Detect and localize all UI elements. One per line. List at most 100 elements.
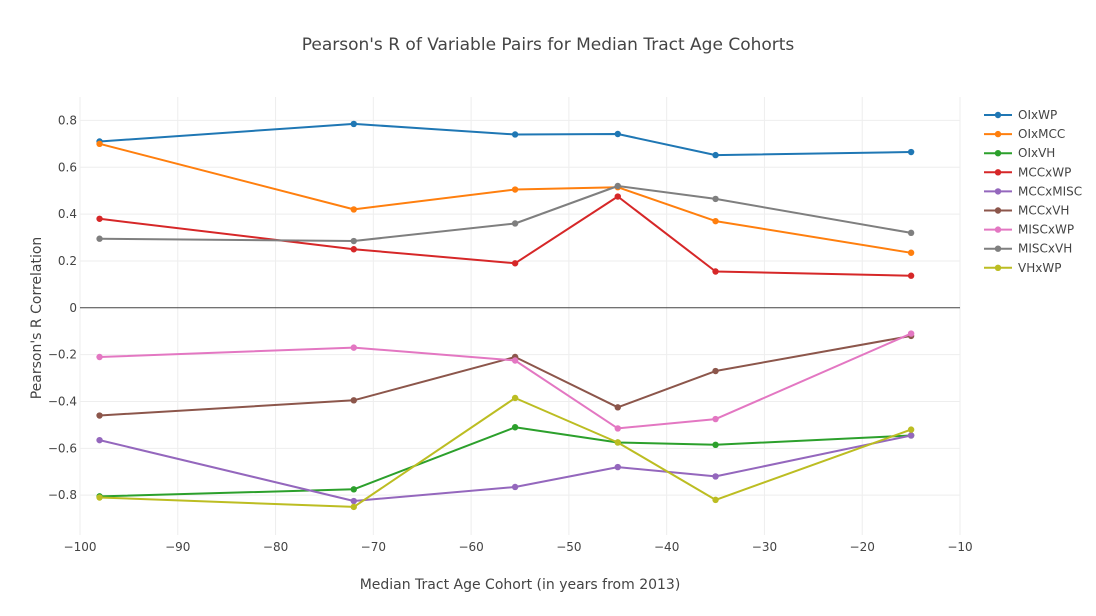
data-point[interactable] bbox=[511, 220, 519, 227]
series-line bbox=[99, 122, 912, 157]
y-tick-label: 0.6 bbox=[58, 160, 77, 174]
data-point[interactable] bbox=[712, 496, 719, 504]
x-tick-label: −80 bbox=[263, 540, 288, 554]
data-point[interactable] bbox=[907, 148, 915, 156]
data-point[interactable] bbox=[907, 432, 915, 439]
data-point[interactable] bbox=[96, 353, 103, 361]
data-point[interactable] bbox=[511, 186, 519, 193]
data-point[interactable] bbox=[712, 217, 719, 225]
y-axis-title: Pearson's R Correlation bbox=[29, 237, 45, 400]
data-point[interactable] bbox=[712, 195, 719, 203]
series-oixwp bbox=[96, 120, 915, 159]
data-point[interactable] bbox=[614, 425, 621, 432]
data-point[interactable] bbox=[614, 130, 621, 138]
y-tick-label: −0.8 bbox=[48, 488, 77, 502]
data-point[interactable] bbox=[614, 182, 621, 190]
data-point[interactable] bbox=[712, 441, 719, 449]
data-point[interactable] bbox=[96, 140, 103, 148]
data-point[interactable] bbox=[350, 344, 357, 351]
data-point[interactable] bbox=[96, 235, 103, 242]
data-point[interactable] bbox=[712, 268, 719, 275]
data-point[interactable] bbox=[614, 404, 621, 411]
data-point[interactable] bbox=[907, 229, 915, 237]
series-vhxwp bbox=[96, 394, 915, 511]
y-tick-label: 0.2 bbox=[58, 254, 77, 268]
data-point[interactable] bbox=[907, 426, 915, 433]
y-tick-label: 0.4 bbox=[58, 207, 77, 221]
data-point[interactable] bbox=[614, 463, 621, 471]
x-axis-title: Median Tract Age Cohort (in years from 2… bbox=[360, 577, 681, 593]
legend-label: OIxWP bbox=[1018, 108, 1057, 122]
legend-label: OIxVH bbox=[1018, 146, 1055, 160]
series-line bbox=[99, 332, 912, 430]
data-point[interactable] bbox=[712, 367, 719, 375]
legend-item-vhxwp[interactable]: VHxWP bbox=[984, 261, 1061, 275]
legend-item-miscxwp[interactable]: MISCxWP bbox=[984, 223, 1074, 237]
legend-marker bbox=[994, 245, 1002, 252]
series-mccxmisc bbox=[96, 432, 915, 505]
data-point[interactable] bbox=[511, 394, 519, 402]
legend-item-mccxmisc[interactable]: MCCxMISC bbox=[984, 184, 1082, 198]
series-mccxvh bbox=[96, 332, 915, 419]
x-tick-label: −60 bbox=[458, 540, 483, 554]
legend-label: VHxWP bbox=[1018, 261, 1061, 275]
data-point[interactable] bbox=[350, 486, 357, 493]
data-point[interactable] bbox=[511, 131, 519, 138]
legend-label: MCCxMISC bbox=[1018, 184, 1082, 198]
legend-label: MISCxVH bbox=[1018, 242, 1072, 256]
data-point[interactable] bbox=[350, 120, 357, 128]
data-point[interactable] bbox=[96, 412, 103, 419]
data-point[interactable] bbox=[350, 237, 357, 245]
data-point[interactable] bbox=[511, 357, 519, 364]
data-point[interactable] bbox=[511, 424, 519, 431]
legend-item-oixwp[interactable]: OIxWP bbox=[984, 108, 1057, 122]
legend-marker bbox=[994, 207, 1002, 214]
data-point[interactable] bbox=[614, 193, 621, 200]
legend-item-mccxwp[interactable]: MCCxWP bbox=[984, 165, 1071, 179]
y-tick-label: 0 bbox=[69, 301, 77, 315]
legend-item-mccxvh[interactable]: MCCxVH bbox=[984, 204, 1069, 218]
legend-marker bbox=[994, 188, 1002, 195]
data-point[interactable] bbox=[712, 151, 719, 159]
data-point[interactable] bbox=[96, 494, 103, 501]
y-tick-label: −0.2 bbox=[48, 348, 77, 362]
series-line bbox=[99, 185, 912, 242]
data-point[interactable] bbox=[907, 249, 915, 256]
legend-marker bbox=[994, 111, 1002, 119]
legend-item-oixvh[interactable]: OIxVH bbox=[984, 146, 1055, 160]
legend-marker bbox=[994, 130, 1002, 138]
x-tick-label: −90 bbox=[165, 540, 190, 554]
data-point[interactable] bbox=[511, 483, 519, 491]
data-point[interactable] bbox=[96, 215, 103, 222]
x-tick-label: −20 bbox=[850, 540, 875, 554]
data-point[interactable] bbox=[96, 436, 103, 444]
legend-item-oixmcc[interactable]: OIxMCC bbox=[984, 127, 1065, 141]
legend: OIxWP OIxMCC OIxVH MCCxWP MCCxMISC MCCxVH MISC… bbox=[984, 108, 1082, 275]
data-point[interactable] bbox=[907, 330, 915, 337]
x-tick-label: −10 bbox=[947, 540, 972, 554]
data-point[interactable] bbox=[614, 439, 621, 446]
data-point[interactable] bbox=[511, 260, 519, 267]
data-point[interactable] bbox=[350, 397, 357, 404]
legend-marker bbox=[994, 169, 1002, 176]
legend-item-miscxvh[interactable]: MISCxVH bbox=[984, 242, 1072, 256]
x-tick-label: −50 bbox=[556, 540, 581, 554]
series-miscxwp bbox=[96, 330, 915, 432]
data-point[interactable] bbox=[350, 503, 357, 511]
axes: −100 −90 −80 −70 −60 −50 −40 −30 −20 −10 0.8 0.6 0.4… bbox=[48, 113, 973, 554]
series-oixmcc bbox=[96, 140, 915, 256]
data-point[interactable] bbox=[712, 415, 719, 423]
legend-marker bbox=[994, 150, 1002, 157]
x-tick-label: −40 bbox=[654, 540, 679, 554]
data-point[interactable] bbox=[350, 497, 357, 505]
data-point[interactable] bbox=[712, 473, 719, 480]
data-point[interactable] bbox=[907, 272, 915, 279]
legend-label: MCCxWP bbox=[1018, 165, 1071, 179]
data-point[interactable] bbox=[350, 206, 357, 213]
y-tick-label: −0.4 bbox=[48, 394, 77, 408]
legend-label: MCCxVH bbox=[1018, 204, 1069, 218]
data-point[interactable] bbox=[350, 246, 357, 253]
series-line bbox=[99, 195, 912, 277]
